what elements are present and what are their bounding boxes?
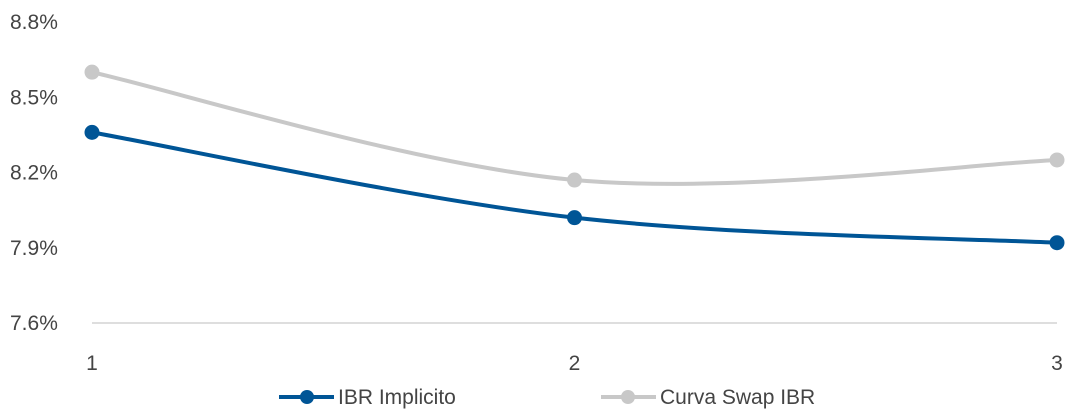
series-line-ibr-implicito <box>90 130 1059 245</box>
data-point-ibr-implicito <box>1049 235 1065 251</box>
y-tick-label: 8.5% <box>10 86 58 109</box>
legend-item-curva-swap-ibr: Curva Swap IBR <box>601 386 815 409</box>
series-line-curva-swap-ibr <box>90 70 1059 186</box>
x-axis-tick-labels: 1 2 3 <box>86 352 1063 375</box>
data-point-curva-swap-ibr <box>84 64 100 80</box>
legend-marker-curva-swap-ibr <box>621 390 635 404</box>
legend: IBR Implicito Curva Swap IBR <box>279 386 815 409</box>
x-tick-label: 3 <box>1051 352 1063 375</box>
y-axis-tick-labels: 7.6% 7.9% 8.2% 8.5% 8.8% <box>10 11 58 335</box>
data-point-curva-swap-ibr <box>1049 152 1065 168</box>
legend-marker-ibr-implicito <box>300 390 314 404</box>
x-tick-label: 1 <box>86 352 98 375</box>
data-point-ibr-implicito <box>84 124 100 140</box>
data-point-curva-swap-ibr <box>567 172 582 188</box>
legend-label-curva-swap-ibr: Curva Swap IBR <box>660 386 815 409</box>
y-tick-label: 8.8% <box>10 11 58 34</box>
legend-label-ibr-implicito: IBR Implicito <box>338 386 456 409</box>
data-point-ibr-implicito <box>567 210 582 226</box>
y-tick-label: 8.2% <box>10 162 58 185</box>
series-points <box>84 64 1065 251</box>
y-tick-label: 7.9% <box>10 237 58 260</box>
legend-item-ibr-implicito: IBR Implicito <box>279 386 456 409</box>
y-tick-label: 7.6% <box>10 312 58 335</box>
x-tick-label: 2 <box>569 352 581 375</box>
